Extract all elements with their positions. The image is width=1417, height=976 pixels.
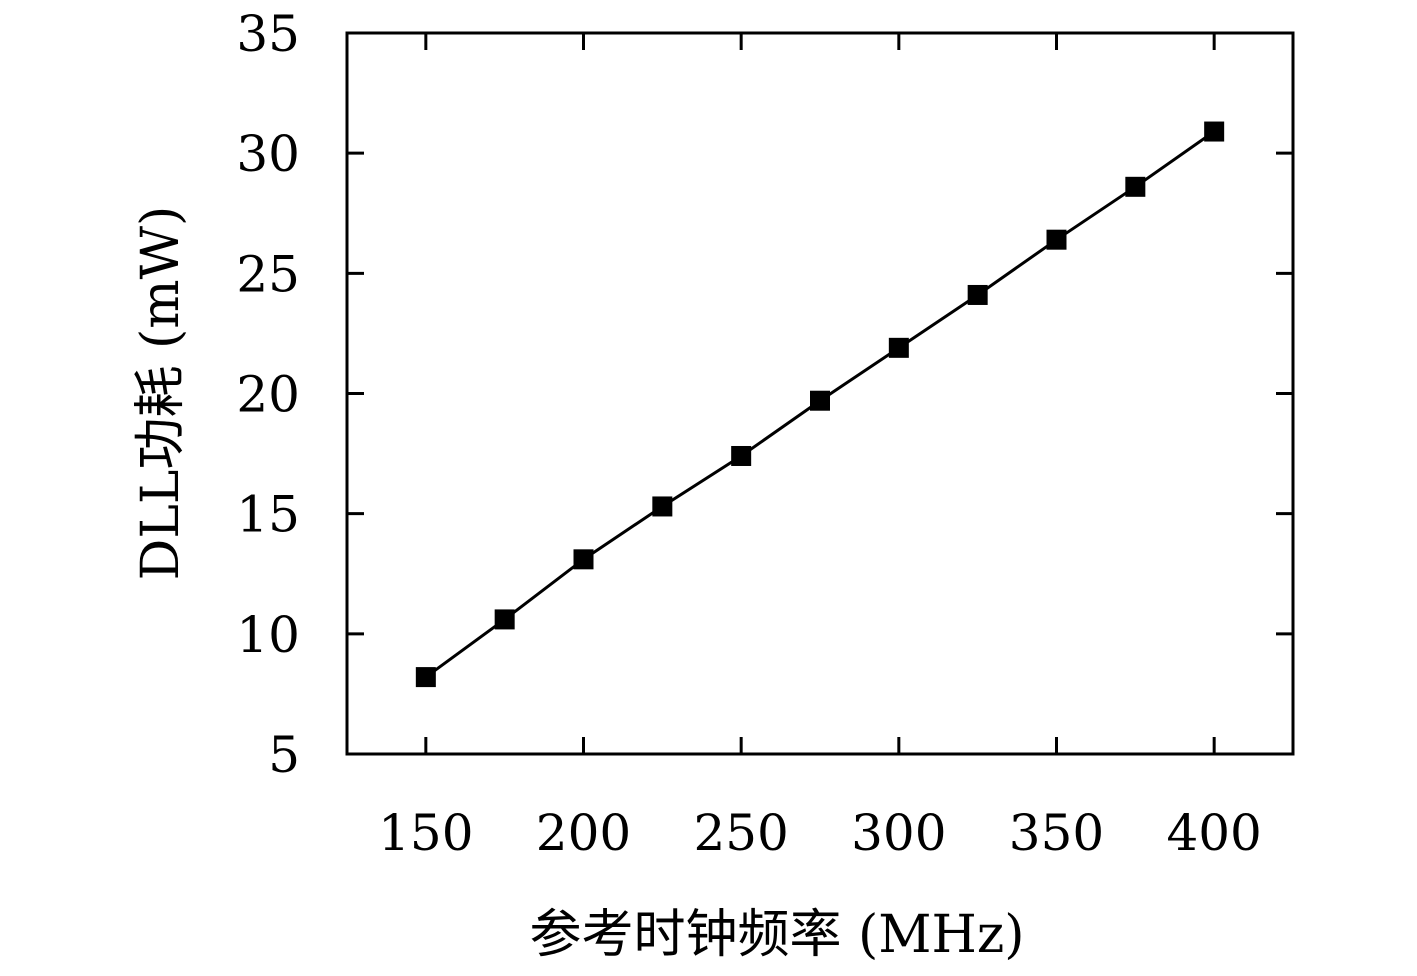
y-tick-label: 5 [268, 726, 300, 784]
x-tick-label: 400 [1166, 804, 1261, 862]
data-point-150 [415, 667, 436, 688]
data-point-375 [1125, 176, 1146, 197]
y-tick-label: 10 [236, 606, 300, 664]
x-tick-label: 350 [1009, 804, 1104, 862]
y-axis-label: DLL功耗 (mW) [131, 206, 191, 581]
y-tick-label: 25 [236, 245, 300, 303]
y-tick-label: 20 [236, 366, 300, 424]
x-tick-label: 150 [378, 804, 473, 862]
data-point-300 [888, 337, 909, 358]
x-tick-label: 250 [693, 804, 788, 862]
y-tick-label: 15 [236, 486, 300, 544]
data-point-325 [967, 284, 988, 305]
tick-labels: 150 200 250 300 350 400 5 10 15 20 25 30 35 [236, 5, 1262, 862]
x-axis-label: 参考时钟频率 (MHz) [529, 905, 1024, 965]
y-tick-label: 30 [236, 125, 300, 183]
x-tick-label: 200 [536, 804, 631, 862]
plot-frame [345, 31, 1295, 756]
x-tick-label: 300 [851, 804, 946, 862]
data-point-400 [1204, 121, 1225, 142]
data-point-250 [731, 445, 752, 466]
data-point-275 [810, 390, 830, 411]
data-point-350 [1046, 229, 1067, 250]
series-layer [415, 121, 1225, 688]
data-point-175 [494, 609, 515, 630]
y-tick-label: 35 [236, 5, 300, 63]
data-point-225 [652, 496, 673, 517]
data-point-200 [573, 549, 594, 570]
